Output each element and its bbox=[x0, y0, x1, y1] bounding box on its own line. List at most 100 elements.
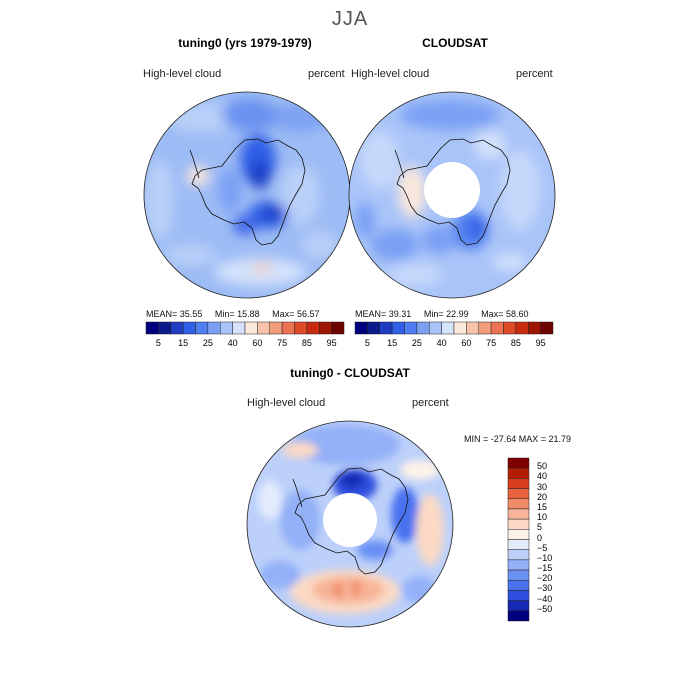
right-colorbar-swatch bbox=[528, 321, 541, 335]
diff-variable-label: High-level cloud bbox=[247, 397, 326, 409]
left-panel-title: tuning0 (yrs 1979-1979) bbox=[178, 36, 312, 50]
diff-colorbar-swatch bbox=[507, 559, 530, 571]
right-colorbar-tick-label: 15 bbox=[387, 338, 398, 348]
right-colorbar-tick-label: 5 bbox=[364, 338, 370, 348]
diff-colorbar-swatch bbox=[507, 549, 530, 561]
left-colorbar-tick-label: 5 bbox=[155, 338, 161, 348]
diff-colorbar-tick-label: 50 bbox=[537, 461, 548, 472]
left-max-value: 56.57 bbox=[296, 309, 320, 319]
left-colorbar-swatch bbox=[281, 321, 295, 335]
right-colorbar-tick-label: 75 bbox=[486, 338, 497, 348]
right-colorbar-swatch bbox=[490, 321, 504, 335]
right-map-border bbox=[348, 91, 556, 299]
left-colorbar-tick-label: 15 bbox=[178, 338, 189, 348]
right-colorbar-tick-label: 95 bbox=[535, 338, 546, 348]
left-colorbar-swatch bbox=[207, 321, 221, 335]
right-colorbar-swatch bbox=[453, 321, 467, 335]
left-colorbar-tick-label: 25 bbox=[202, 338, 213, 348]
left-mean-value: 35.55 bbox=[179, 309, 203, 319]
right-colorbar-swatch bbox=[515, 321, 529, 335]
diff-minmax: MIN = -27.64 MAX = 21.79 bbox=[464, 434, 572, 444]
left-colorbar bbox=[145, 321, 345, 335]
right-min-value: 22.99 bbox=[446, 309, 469, 319]
left-colorbar-swatch bbox=[306, 321, 320, 335]
right-colorbar-swatch bbox=[540, 321, 554, 335]
diff-colorbar-swatch bbox=[507, 518, 530, 530]
left-colorbar-swatch bbox=[170, 321, 184, 335]
right-min-label: Min= bbox=[423, 309, 444, 319]
right-variable-label: High-level cloud bbox=[351, 68, 430, 80]
diff-antarctica-coastline bbox=[294, 467, 409, 575]
left-colorbar-swatch bbox=[294, 321, 308, 335]
left-mean-label: MEAN= bbox=[146, 309, 178, 319]
right-colorbar-swatch bbox=[416, 321, 430, 335]
right-colorbar-swatch bbox=[354, 321, 368, 335]
left-max-label: Max= bbox=[272, 309, 295, 319]
right-antarctica-coastline bbox=[396, 138, 511, 246]
left-colorbar-labels: 5 15 25 40 60 75 85 95 bbox=[0, 338, 700, 350]
right-colorbar-tick-label: 85 bbox=[510, 338, 521, 348]
left-stats: MEAN= 35.55 Min= 15.88 Max= 56.57 bbox=[146, 309, 319, 319]
diff-colorbar-labels: 50 40 30 20 15 10 5 0 −5 −10 −15 −20 −30 −40 −50 bbox=[535, 456, 575, 626]
left-colorbar-swatch bbox=[145, 321, 159, 335]
left-colorbar-swatch bbox=[244, 321, 258, 335]
diff-colorbar-tick-label: 10 bbox=[537, 512, 548, 523]
diff-map-no-data-hole bbox=[323, 493, 377, 547]
diff-colorbar-swatch bbox=[507, 478, 530, 489]
left-min-label: Min= bbox=[214, 309, 235, 319]
left-colorbar-swatch bbox=[269, 321, 283, 335]
left-colorbar-swatch bbox=[331, 321, 345, 335]
left-peninsula bbox=[189, 149, 200, 179]
right-max-label: Max= bbox=[481, 309, 504, 319]
diff-map-field bbox=[258, 425, 444, 614]
diff-colorbar-swatch bbox=[507, 457, 530, 469]
left-variable-label: High-level cloud bbox=[143, 68, 222, 80]
diff-colorbar-tick-label: −20 bbox=[537, 573, 553, 584]
diff-colorbar-swatch bbox=[507, 508, 530, 520]
right-map-no-data-hole bbox=[424, 162, 480, 218]
diff-panel-title: tuning0 - CLOUDSAT bbox=[290, 366, 410, 380]
diff-colorbar-swatch bbox=[507, 539, 530, 550]
diff-colorbar-tick-label: 0 bbox=[537, 532, 543, 543]
left-colorbar-swatch bbox=[158, 321, 171, 335]
left-colorbar-tick-label: 60 bbox=[252, 338, 263, 348]
left-colorbar-tick-label: 40 bbox=[227, 338, 238, 348]
left-colorbar-swatch bbox=[182, 321, 196, 335]
left-map bbox=[143, 91, 351, 299]
diff-colorbar-tick-label: −40 bbox=[537, 593, 553, 604]
right-colorbar-swatch bbox=[503, 321, 517, 335]
right-units-label: percent bbox=[516, 68, 553, 80]
right-colorbar-labels: 5 15 25 40 60 75 85 95 bbox=[0, 338, 700, 350]
diff-colorbar-tick-label: 40 bbox=[537, 471, 548, 482]
left-colorbar-tick-label: 85 bbox=[301, 338, 312, 348]
right-stats: MEAN= 39.31 Min= 22.99 Max= 58.60 bbox=[355, 309, 528, 319]
right-colorbar-swatch bbox=[478, 321, 492, 335]
left-colorbar-swatch bbox=[232, 321, 246, 335]
right-max-value: 58.60 bbox=[505, 309, 529, 319]
diff-colorbar-tick-label: 20 bbox=[537, 491, 548, 502]
right-peninsula bbox=[394, 149, 405, 179]
diff-colorbar-tick-label: −30 bbox=[537, 583, 553, 594]
left-antarctica-coastline bbox=[191, 138, 306, 246]
diff-colorbar-swatch bbox=[507, 590, 530, 601]
diff-colorbar-tick-label: −50 bbox=[537, 603, 553, 614]
diff-map bbox=[246, 420, 454, 628]
diff-colorbar-swatch bbox=[507, 498, 530, 510]
diff-colorbar-swatch bbox=[507, 610, 530, 622]
diff-units-label: percent bbox=[412, 397, 449, 409]
diff-colorbar-swatch bbox=[507, 488, 530, 499]
diff-colorbar-swatch bbox=[507, 569, 530, 581]
diff-peninsula bbox=[292, 478, 303, 508]
left-colorbar-tick-label: 95 bbox=[326, 338, 337, 348]
left-colorbar-swatch bbox=[319, 321, 332, 335]
diff-map-border bbox=[246, 420, 454, 628]
diff-colorbar-tick-label: 5 bbox=[537, 522, 543, 533]
left-min-value: 15.88 bbox=[237, 309, 260, 319]
left-units-label: percent bbox=[308, 68, 345, 80]
main-title: JJA bbox=[331, 8, 369, 30]
right-colorbar bbox=[354, 321, 554, 335]
right-colorbar-tick-label: 25 bbox=[411, 338, 422, 348]
right-colorbar-swatch bbox=[391, 321, 405, 335]
right-colorbar-tick-label: 40 bbox=[436, 338, 447, 348]
